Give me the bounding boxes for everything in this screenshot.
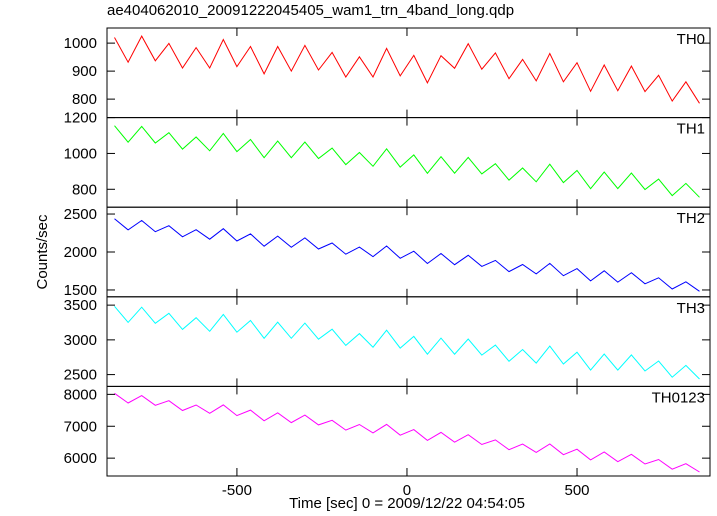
panel-label: TH1 <box>677 121 705 138</box>
y-tick-label: 1200 <box>64 110 97 127</box>
panel-label: TH0 <box>677 31 705 48</box>
panel-frame <box>106 117 711 208</box>
y-tick-label: 8000 <box>64 386 97 403</box>
panel-frame <box>106 27 711 119</box>
panel-frame <box>106 385 711 477</box>
panel-frame <box>106 206 711 298</box>
series-line <box>114 392 700 473</box>
chart-title: ae404062010_20091222045405_wam1_trn_4ban… <box>107 2 514 19</box>
y-tick-label: 2500 <box>64 206 97 223</box>
y-tick-label: 800 <box>72 91 97 108</box>
y-tick-label: 800 <box>72 181 97 198</box>
x-axis-label: Time [sec] 0 = 2009/12/22 04:54:05 <box>289 495 525 512</box>
x-tick-label: -500 <box>222 482 252 499</box>
y-tick-label: 7000 <box>64 418 97 435</box>
panel-label: TH3 <box>677 300 705 317</box>
y-tick-label: 1000 <box>64 145 97 162</box>
panel-label: TH0123 <box>652 389 705 406</box>
y-tick-label: 6000 <box>64 450 97 467</box>
y-tick-label: 2500 <box>64 367 97 384</box>
series-line <box>114 305 700 380</box>
y-tick-label: 1000 <box>64 35 97 52</box>
series-line <box>114 218 700 292</box>
series-line <box>114 35 700 104</box>
y-tick-label: 3000 <box>64 332 97 349</box>
y-tick-label: 1500 <box>64 282 97 299</box>
x-tick-label: 0 <box>403 482 411 499</box>
y-tick-label: 2000 <box>64 244 97 261</box>
series-line <box>114 125 700 198</box>
panel-label: TH2 <box>677 210 705 227</box>
x-tick-label: 500 <box>565 482 590 499</box>
y-tick-label: 3500 <box>64 297 97 314</box>
y-tick-label: 900 <box>72 63 97 80</box>
y-axis-label: Counts/sec <box>34 214 51 290</box>
